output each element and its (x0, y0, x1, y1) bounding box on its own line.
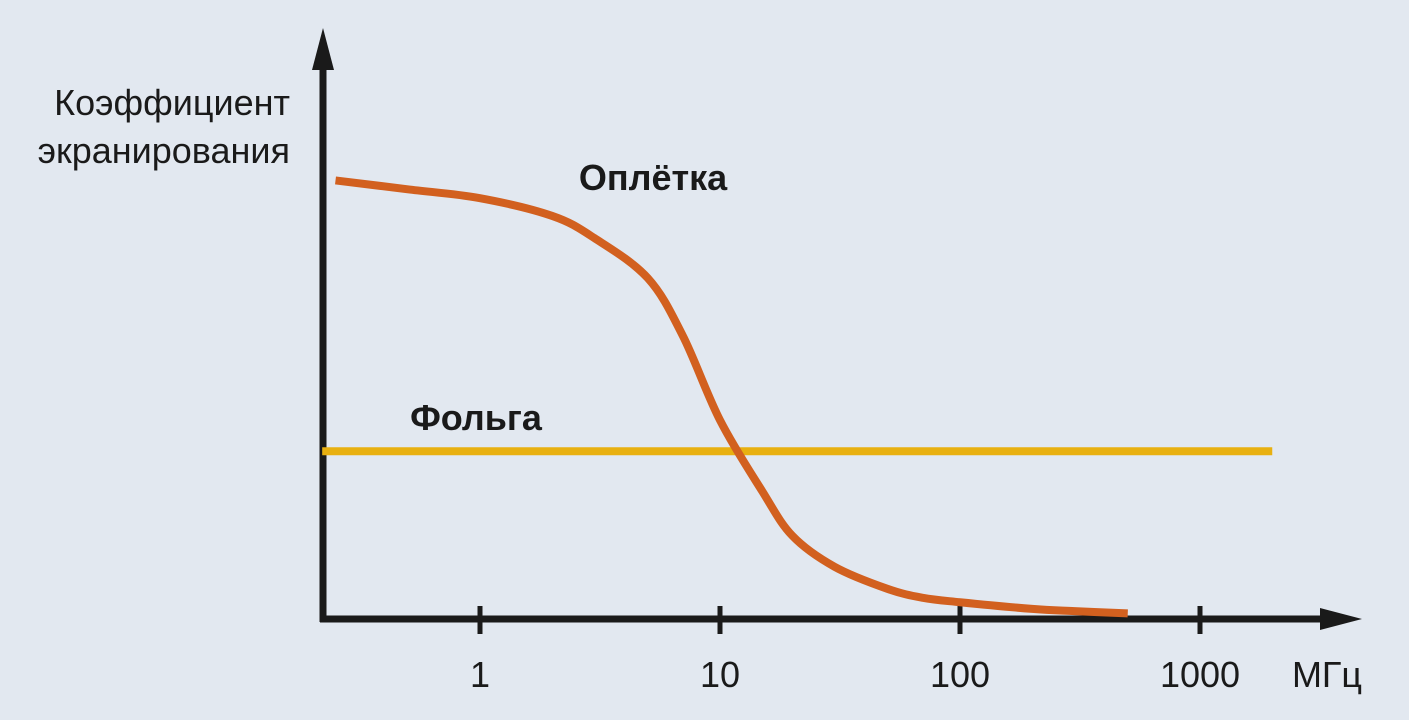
y-axis-label-line-1: Коэффициент (54, 82, 290, 123)
y-axis-label-line-2: экранирования (38, 130, 290, 171)
x-axis-arrow-icon (1320, 608, 1362, 630)
x-tick-label-10: 10 (700, 654, 740, 695)
x-tick-label-1: 1 (470, 654, 490, 695)
series-label-foil: Фольга (410, 397, 543, 438)
series-line-braid (335, 176, 1128, 618)
axes (312, 28, 1362, 630)
x-unit-label: МГц (1292, 654, 1362, 695)
x-ticks: 1 10 100 1000 (470, 606, 1240, 695)
x-tick-label-1000: 1000 (1160, 654, 1240, 695)
y-axis-arrow-icon (312, 28, 334, 70)
x-tick-label-100: 100 (930, 654, 990, 695)
series-label-braid: Оплётка (579, 157, 728, 198)
